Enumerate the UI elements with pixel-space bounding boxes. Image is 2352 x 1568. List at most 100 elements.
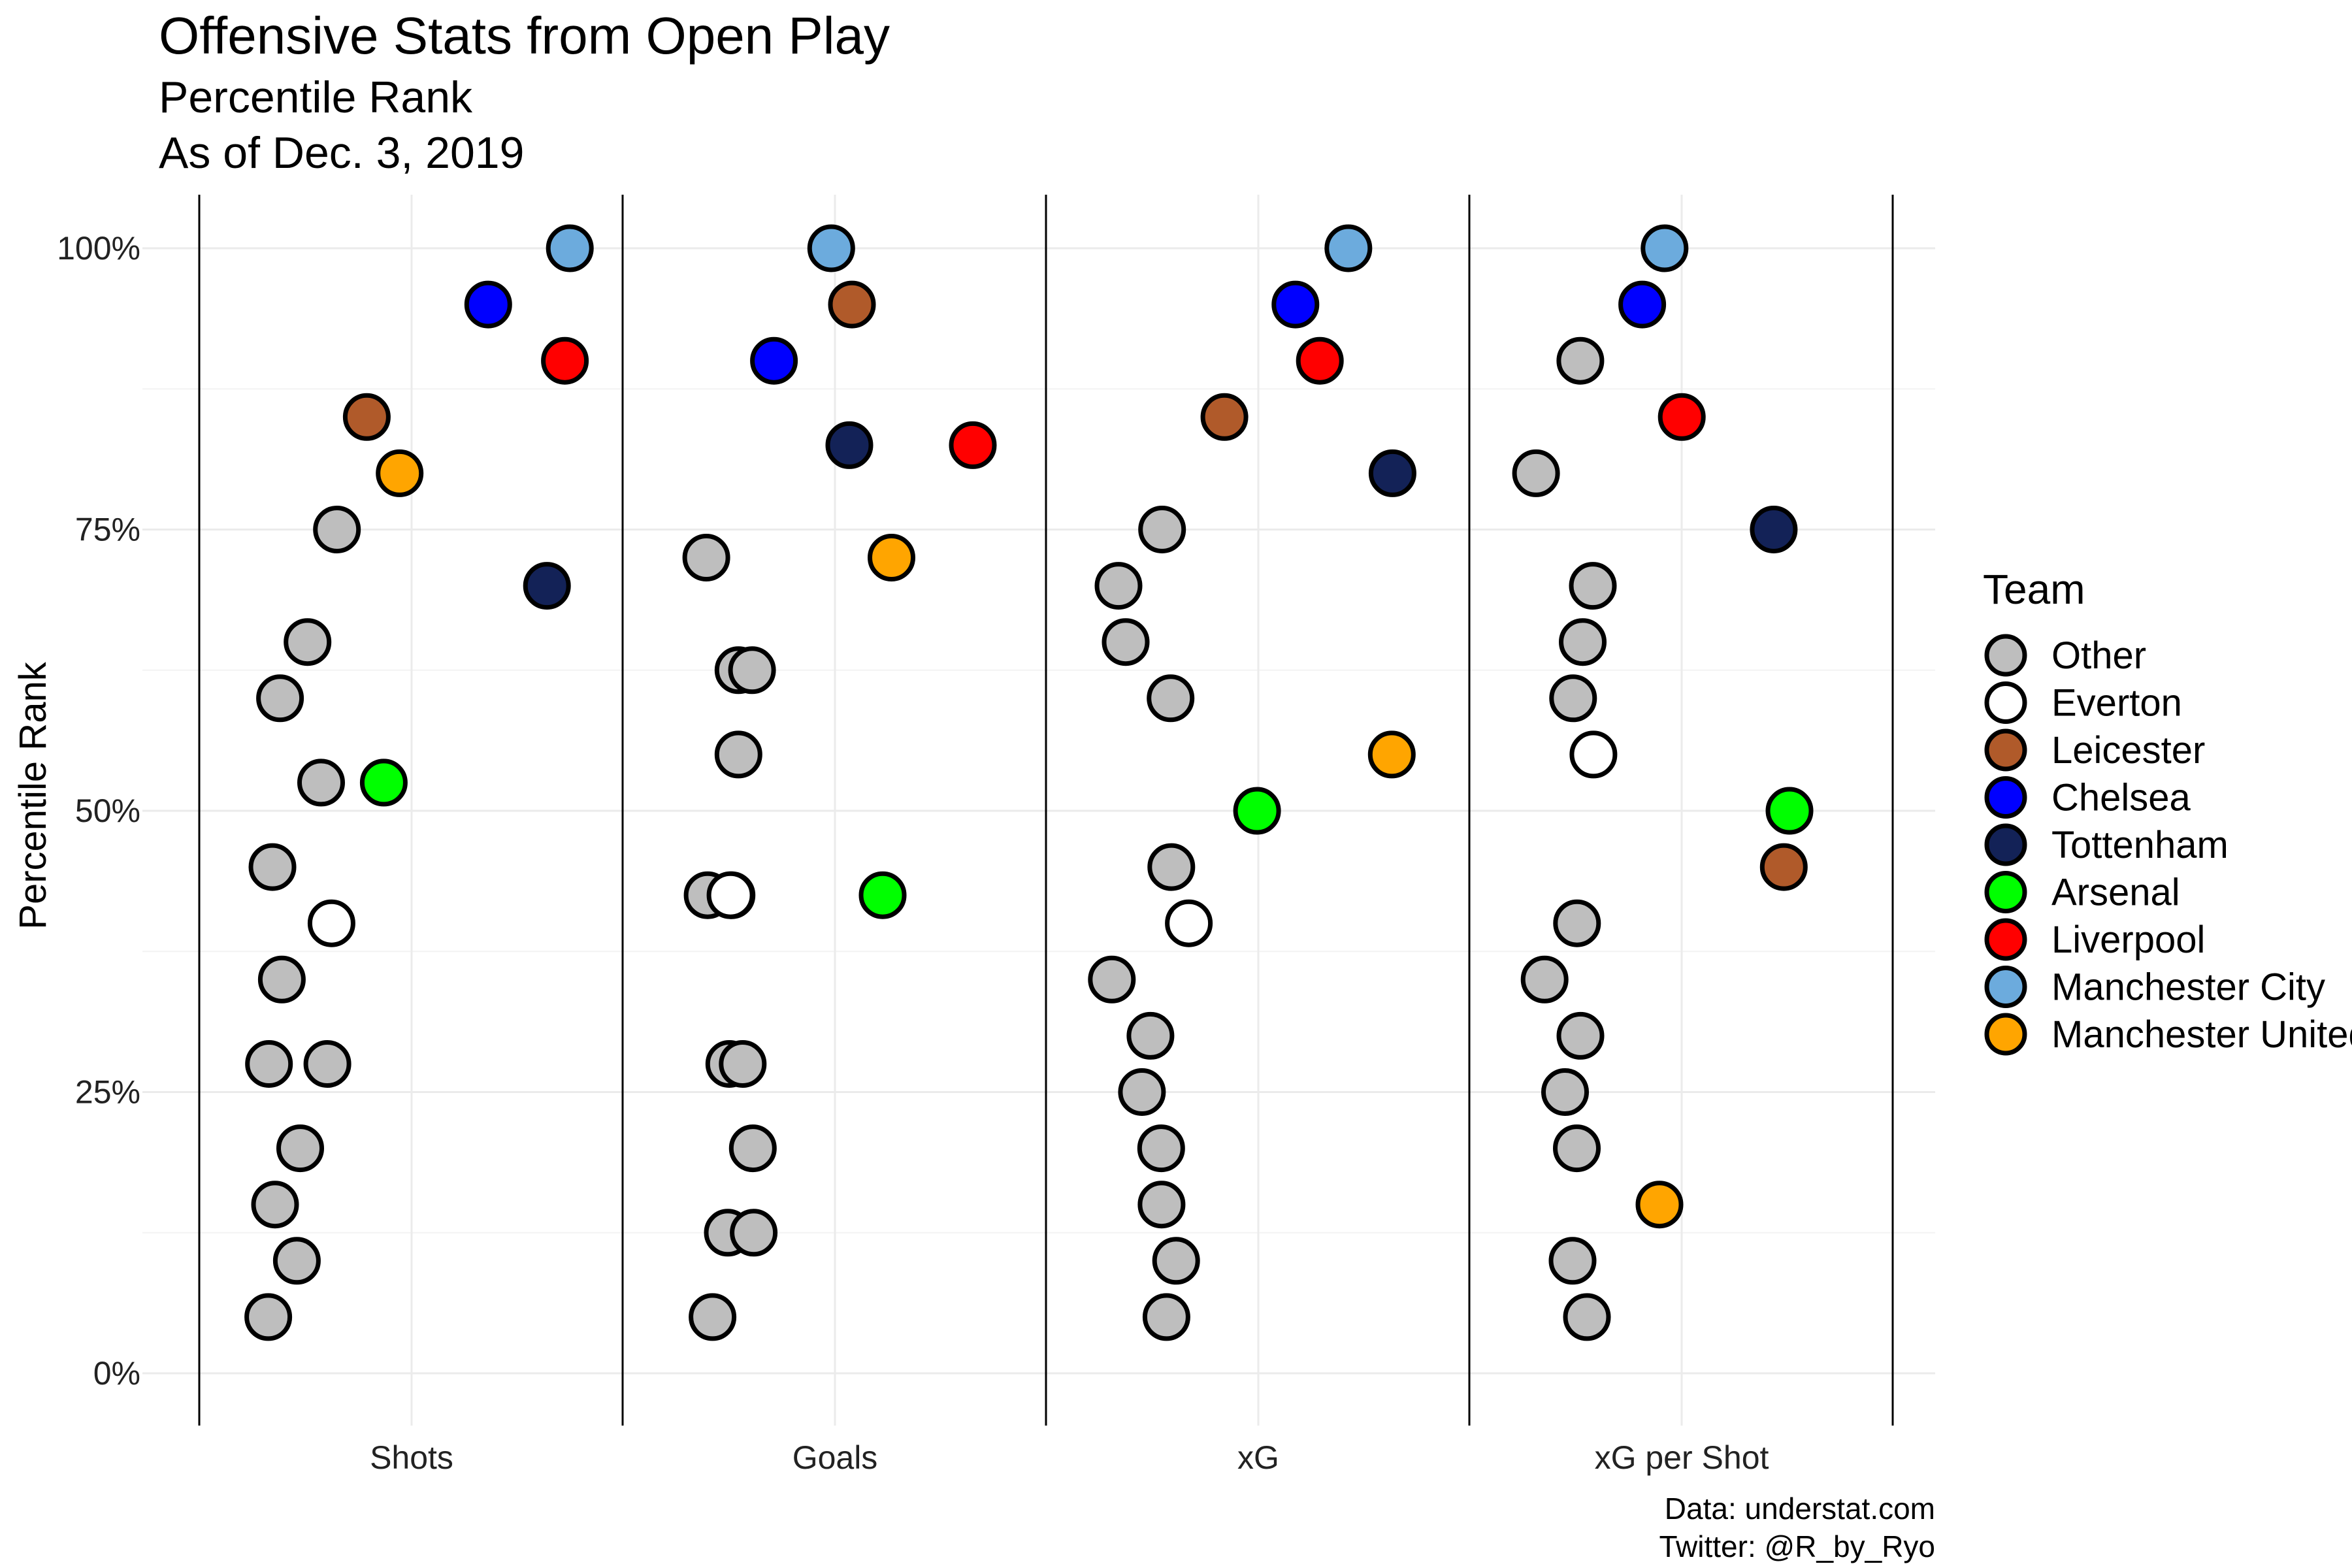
chart-subtitle-date: As of Dec. 3, 2019 — [159, 128, 524, 178]
data-point-other — [256, 674, 304, 723]
data-points — [244, 224, 1814, 1341]
data-point-manchester-city — [546, 224, 594, 272]
x-tick-label: xG — [1237, 1439, 1279, 1476]
data-point-other — [1556, 336, 1605, 385]
gridlines — [142, 195, 1935, 1426]
data-point-other — [1520, 955, 1569, 1004]
data-point-other — [272, 1237, 321, 1285]
data-point-other — [1563, 1293, 1611, 1341]
data-point-other — [248, 843, 297, 891]
data-point-tottenham — [523, 562, 571, 610]
y-axis-label: Percentile Rank — [12, 661, 54, 929]
x-axis-ticks: Shots Goals xG xG per Shot — [370, 1439, 1769, 1476]
caption-twitter: Twitter: @R_by_Ryo — [1659, 1529, 1936, 1563]
y-tick-label: 25% — [75, 1074, 140, 1111]
legend-label: Other — [2051, 634, 2146, 677]
legend-label: Chelsea — [2051, 777, 2191, 819]
data-point-everton — [1569, 730, 1618, 779]
data-point-other — [1512, 449, 1560, 497]
legend-key-everton — [1984, 681, 2027, 724]
panel-dividers — [198, 195, 1894, 1426]
data-point-other — [1559, 618, 1607, 666]
data-point-chelsea — [750, 336, 798, 385]
data-point-other — [1138, 506, 1186, 553]
y-tick-label: 0% — [93, 1355, 140, 1392]
legend-label: Manchester City — [2051, 966, 2325, 1009]
data-point-arsenal — [1233, 787, 1281, 835]
data-point-other — [1142, 1293, 1190, 1341]
data-point-other — [297, 759, 345, 807]
data-point-other — [1548, 1237, 1597, 1285]
data-point-other — [1541, 1068, 1589, 1116]
data-point-other — [284, 618, 332, 666]
data-point-manchester-city — [1641, 224, 1689, 272]
data-point-other — [728, 1124, 777, 1173]
data-point-other — [1152, 1237, 1200, 1285]
data-point-other — [257, 955, 306, 1004]
data-point-liverpool — [1658, 393, 1706, 441]
data-point-other — [1088, 955, 1136, 1004]
legend-key-manchester-city — [1984, 966, 2027, 1008]
data-point-other — [714, 730, 762, 779]
data-point-other — [730, 1209, 778, 1257]
data-point-tottenham — [1750, 506, 1798, 553]
data-point-manchester-united — [1367, 730, 1416, 779]
data-point-leicester — [342, 393, 391, 441]
legend-label: Manchester United — [2051, 1013, 2352, 1056]
legend-key-liverpool — [1984, 918, 2027, 961]
data-point-arsenal — [359, 759, 408, 807]
data-point-other — [1137, 1124, 1185, 1173]
data-point-tottenham — [1368, 449, 1416, 497]
chart-title: Offensive Stats from Open Play — [159, 7, 890, 65]
data-point-other — [1569, 562, 1617, 610]
data-point-other — [728, 646, 776, 694]
y-tick-label: 75% — [75, 512, 140, 548]
data-point-manchester-united — [376, 449, 424, 497]
legend-key-chelsea — [1984, 776, 2027, 819]
legend-key-leicester — [1984, 728, 2027, 772]
data-point-manchester-united — [868, 534, 915, 581]
data-point-tottenham — [825, 421, 874, 469]
y-axis-ticks: 0% 25% 50% 75% 100% — [57, 230, 140, 1392]
data-point-other — [1553, 1124, 1601, 1173]
legend-key-arsenal — [1984, 871, 2027, 913]
legend-label: Leicester — [2051, 729, 2205, 772]
data-point-arsenal — [1765, 787, 1814, 835]
data-point-other — [313, 506, 361, 553]
data-point-manchester-united — [1635, 1181, 1684, 1229]
chart-subtitle: Percentile Rank — [159, 73, 473, 122]
data-point-everton — [1165, 899, 1213, 947]
data-point-chelsea — [464, 280, 512, 329]
data-point-other — [1094, 562, 1143, 610]
data-point-other — [245, 1040, 293, 1088]
data-point-other — [1118, 1068, 1166, 1116]
y-tick-label: 50% — [75, 792, 140, 829]
data-point-other — [303, 1040, 351, 1088]
data-point-manchester-city — [1324, 224, 1373, 272]
legend-key-other — [1984, 634, 2027, 677]
data-point-other — [276, 1124, 324, 1173]
legend-label: Arsenal — [2051, 872, 2180, 914]
data-point-leicester — [828, 280, 876, 329]
data-point-other — [1553, 899, 1601, 947]
data-point-manchester-city — [807, 224, 855, 272]
data-point-leicester — [1200, 393, 1249, 441]
data-point-liverpool — [541, 336, 589, 385]
legend-label: Everton — [2051, 682, 2182, 725]
x-tick-label: Goals — [792, 1439, 878, 1476]
data-point-other — [1126, 1011, 1175, 1060]
data-point-other — [1556, 1011, 1605, 1060]
data-point-everton — [706, 871, 755, 919]
y-tick-label: 100% — [57, 230, 140, 267]
data-point-leicester — [1759, 843, 1808, 891]
data-point-other — [1137, 1181, 1186, 1229]
data-point-everton — [307, 899, 355, 947]
data-point-other — [1147, 674, 1195, 723]
data-point-arsenal — [858, 871, 907, 919]
caption-source: Data: understat.com — [1665, 1492, 1935, 1526]
data-point-other — [244, 1293, 293, 1341]
data-point-chelsea — [1271, 280, 1320, 329]
